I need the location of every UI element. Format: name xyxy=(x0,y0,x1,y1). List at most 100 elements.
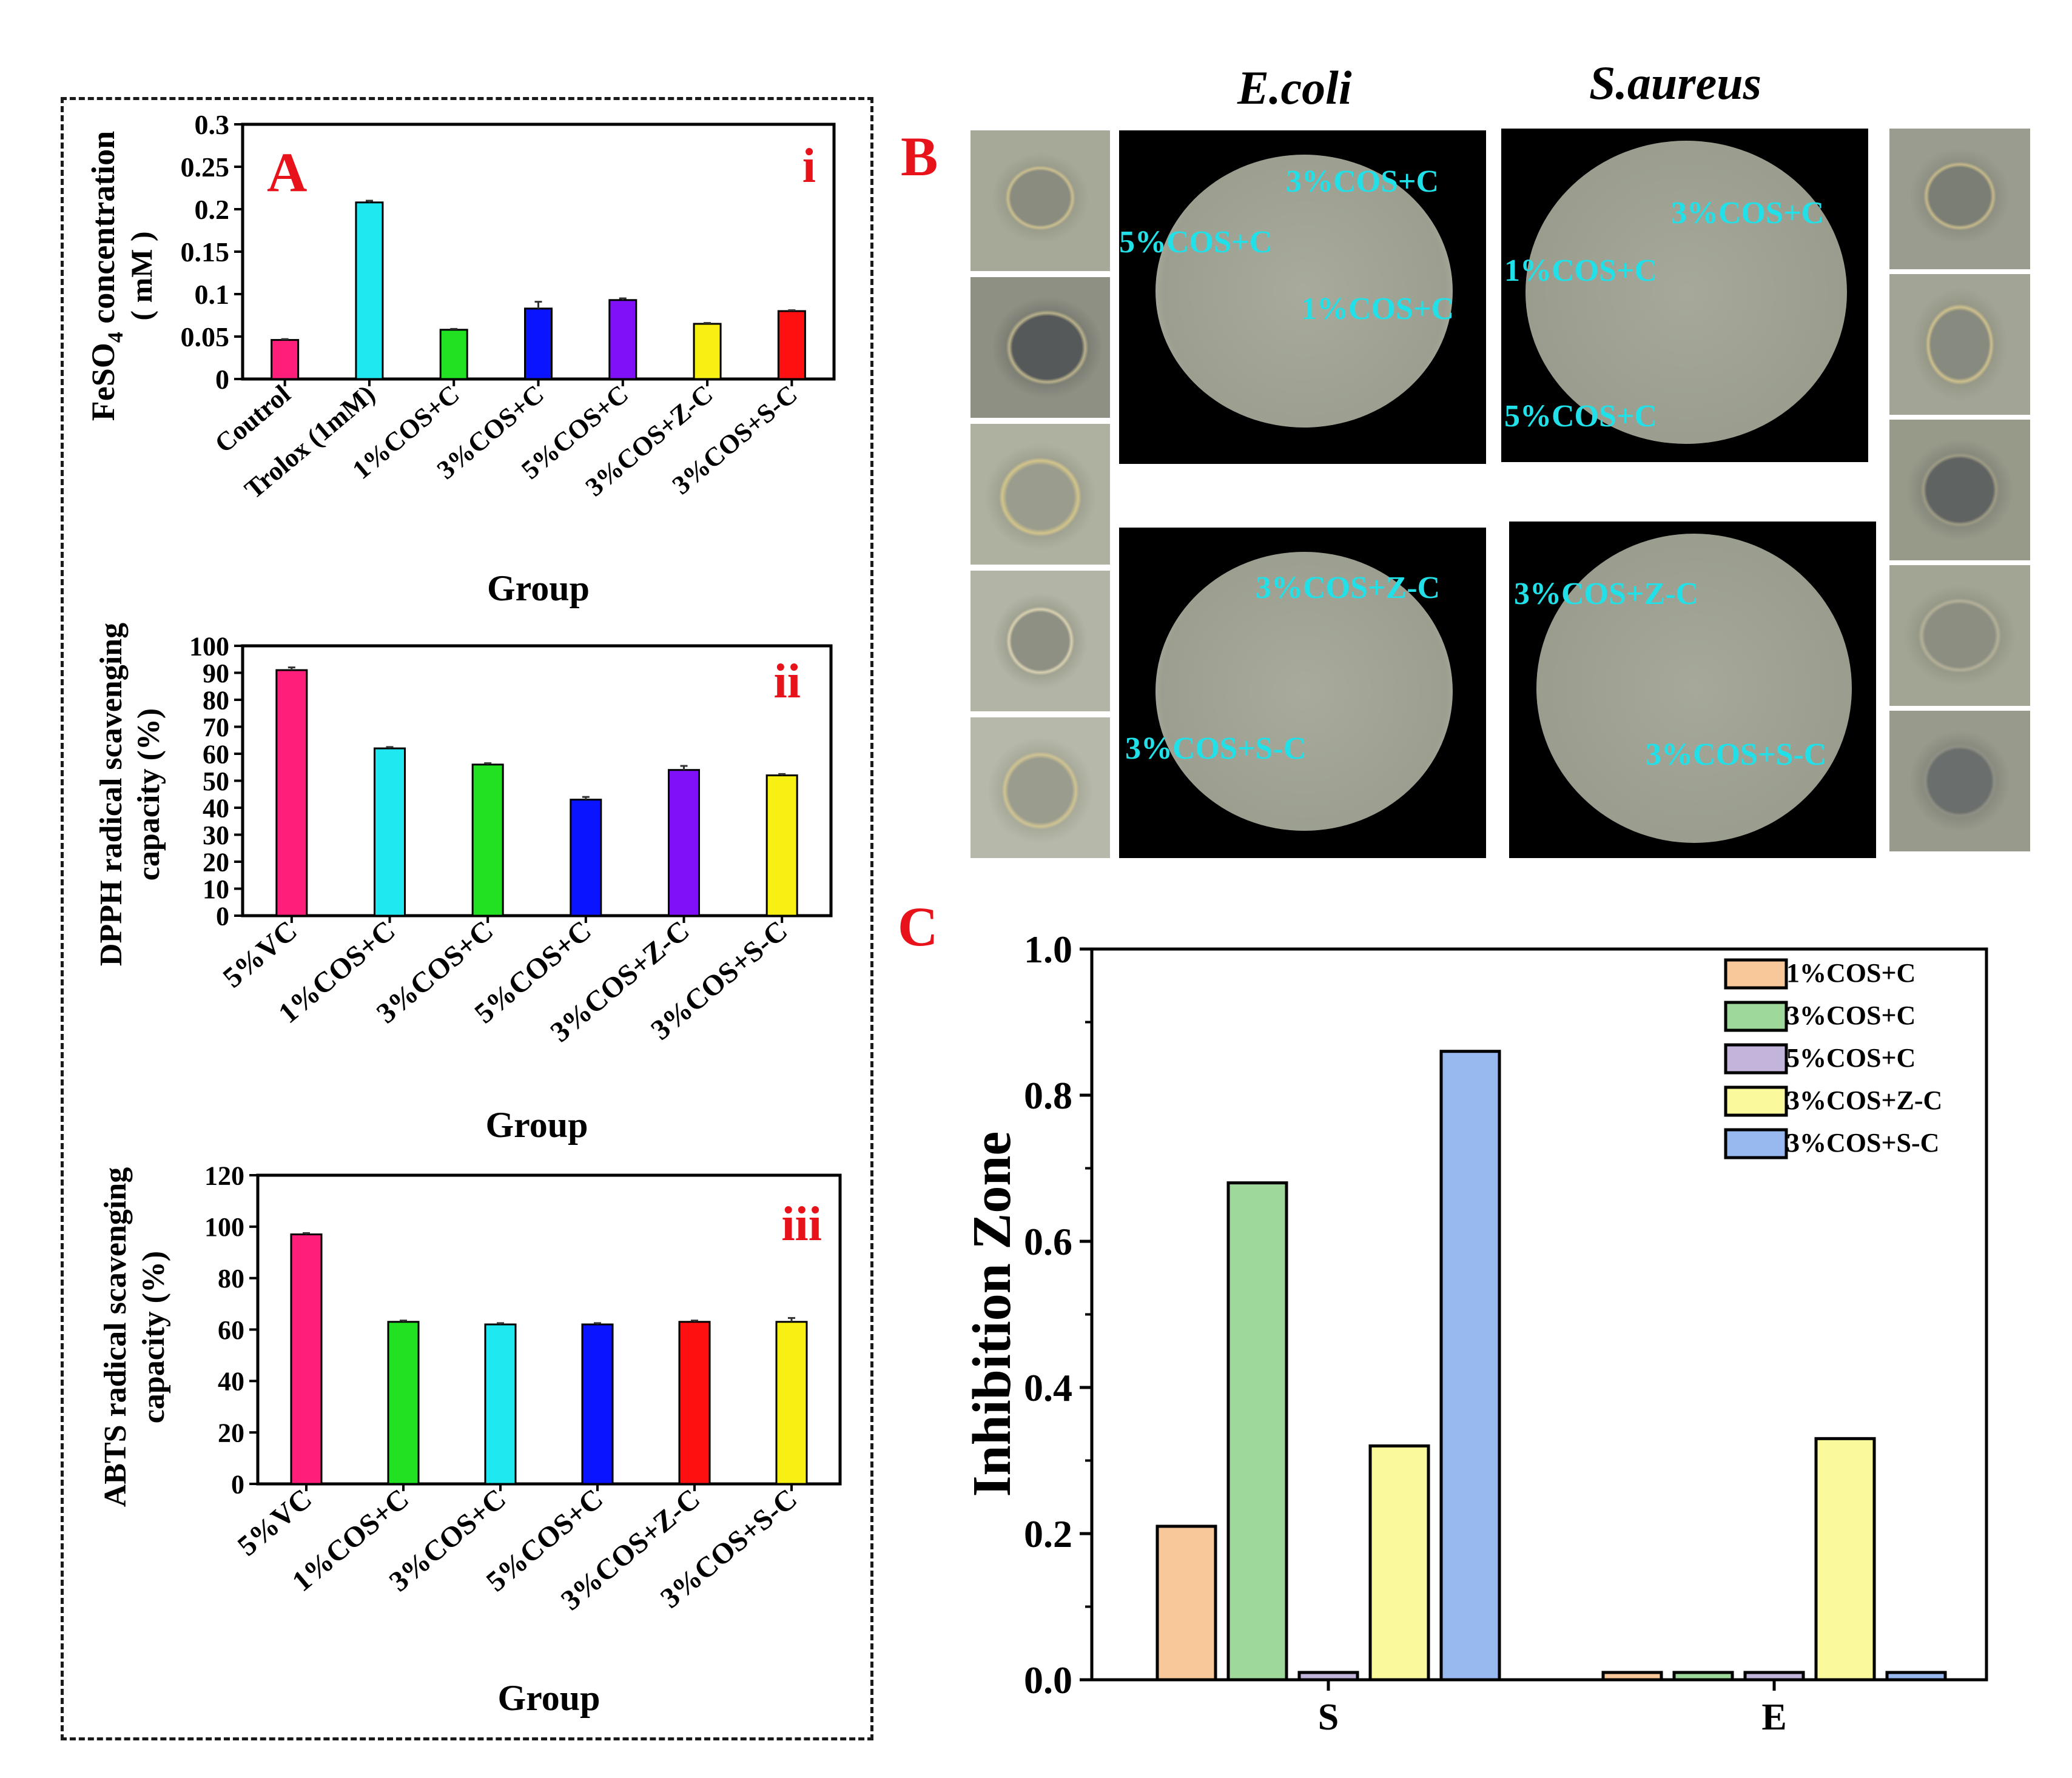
bar xyxy=(777,310,806,380)
legend-label: 3%COS+Z-C xyxy=(1786,1085,1942,1115)
y-tick-label: 40 xyxy=(218,1367,244,1397)
y-axis-label: ABTS radical scavenging xyxy=(98,1167,133,1508)
petri-dish xyxy=(1155,155,1453,428)
y-tick-label: 0.25 xyxy=(181,152,230,183)
plate-label: 3%COS+S-C xyxy=(1646,737,1827,772)
y-tick-label: 20 xyxy=(203,847,229,877)
panel-a-frame xyxy=(61,97,873,1740)
y-tick-label: 0.6 xyxy=(1024,1220,1072,1263)
y-tick-label: 0.2 xyxy=(1024,1512,1072,1555)
thumbnail-image xyxy=(1889,565,2030,706)
legend-swatch xyxy=(1724,1085,1788,1117)
bar xyxy=(1297,1671,1359,1682)
bar xyxy=(271,339,300,380)
y-tick-label: 10 xyxy=(203,874,229,904)
y-tick-label: 0 xyxy=(231,1469,244,1499)
bar xyxy=(1885,1671,1947,1682)
y-tick-label: 0 xyxy=(215,364,229,395)
panel-tag: i xyxy=(802,139,816,193)
bar xyxy=(1226,1181,1288,1682)
panel-label-a: A xyxy=(267,141,307,203)
y-axis-label: DPPH radical scavenging xyxy=(94,623,129,966)
bar xyxy=(1672,1671,1734,1682)
bar xyxy=(1368,1444,1430,1682)
x-axis-label: Group xyxy=(498,1678,600,1718)
bar xyxy=(1601,1671,1663,1682)
plate-label: 3%COS+C xyxy=(1286,164,1439,199)
x-tick-label: 5%VC xyxy=(232,1483,318,1562)
bar xyxy=(484,1323,517,1485)
plate-label: 3%COS+Z-C xyxy=(1514,577,1699,611)
y-tick-label: 50 xyxy=(203,767,229,796)
bar xyxy=(387,1321,420,1485)
chart-a-ii: 01020304050607080901005%VC1%COS+C3%COS+C… xyxy=(94,623,833,1145)
column-title-saureus: S.aureus xyxy=(1589,56,1761,109)
petri-dish xyxy=(1155,552,1453,831)
x-axis-label: Group xyxy=(486,1105,588,1145)
y-tick-label: 0.4 xyxy=(1024,1366,1072,1409)
y-tick-label: 0.0 xyxy=(1024,1659,1072,1702)
chart-a-iii: 0204060801001205%VC1%COS+C3%COS+C5%COS+C… xyxy=(98,1161,842,1718)
saureus-plate-bottom: 3%COS+Z-C 3%COS+S-C xyxy=(1509,522,1876,858)
y-tick-label: 30 xyxy=(203,820,229,850)
bar xyxy=(678,1321,711,1485)
chart-c: 0.0 0.2 0.4 0.6 0.8 1.0 Inhibition Zone S E 1%COS… xyxy=(962,928,1988,1738)
legend-swatch xyxy=(1724,1043,1788,1075)
y-axis-label: capacity (%) xyxy=(136,1251,171,1423)
thumbnail-image xyxy=(1889,274,2030,415)
bar xyxy=(1439,1050,1501,1682)
y-tick-label: 60 xyxy=(203,739,229,769)
plate-label: 3%COS+C xyxy=(1671,196,1825,230)
y-tick-label: 60 xyxy=(218,1315,244,1345)
panel-tag: ii xyxy=(774,655,801,708)
bar xyxy=(765,774,798,917)
y-axis-label: Inhibition Zone xyxy=(962,1132,1022,1497)
bar xyxy=(775,1321,808,1485)
petri-dish xyxy=(1525,141,1847,444)
y-axis-label-rest: concentration xyxy=(85,131,121,332)
plot-frame xyxy=(256,1173,842,1486)
bar xyxy=(1155,1525,1217,1682)
y-tick-label: 0 xyxy=(216,901,229,931)
y-tick-label: 0.15 xyxy=(181,237,230,267)
saureus-thumbnails xyxy=(1889,129,2030,851)
y-axis-label: capacity (%) xyxy=(132,708,166,881)
x-tick-label: E xyxy=(1761,1697,1786,1738)
plate-label: 5%COS+C xyxy=(1119,225,1273,260)
thumbnail-image xyxy=(1889,711,2030,851)
panel-label-b: B xyxy=(901,126,938,187)
y-tick-label: 90 xyxy=(203,659,229,688)
y-tick-label: 0.1 xyxy=(195,279,230,310)
saureus-plate-top: 3%COS+C 1%COS+C 5%COS+C xyxy=(1501,129,1868,462)
thumbnail-image xyxy=(970,424,1110,565)
legend-swatch xyxy=(1724,1001,1788,1032)
y-axis-label: FeSO4 concentration xyxy=(85,131,127,421)
x-tick-label: S xyxy=(1318,1697,1339,1738)
y-tick-label: 0.3 xyxy=(195,109,230,140)
bar xyxy=(355,201,384,380)
y-tick-label: 0.2 xyxy=(195,194,230,225)
column-title-ecoli: E.coli xyxy=(1237,61,1352,114)
legend-label: 3%COS+C xyxy=(1786,1001,1916,1030)
bar xyxy=(693,323,722,380)
thumbnail-image xyxy=(970,277,1110,418)
plate-label: 3%COS+Z-C xyxy=(1256,571,1441,605)
y-tick-label: 100 xyxy=(189,631,229,661)
panel-label-c: C xyxy=(898,896,938,958)
y-tick-label: 120 xyxy=(204,1161,244,1190)
plot-frame xyxy=(241,644,833,918)
y-tick-label: 80 xyxy=(203,685,229,715)
y-tick-label: 0.05 xyxy=(181,321,230,352)
y-tick-label: 20 xyxy=(218,1418,244,1448)
bar xyxy=(570,799,602,917)
plate-label: 5%COS+C xyxy=(1504,399,1658,434)
ecoli-plate-bottom: 3%COS+Z-C 3%COS+S-C xyxy=(1119,528,1486,858)
thumbnail-image xyxy=(970,717,1110,858)
y-tick-label: 100 xyxy=(204,1212,244,1242)
bar xyxy=(668,769,700,917)
plate-label: 1%COS+C xyxy=(1301,292,1455,326)
x-axis-label: Group xyxy=(487,568,590,608)
bar xyxy=(471,763,504,917)
y-axis-label-subscript: 4 xyxy=(103,332,127,343)
